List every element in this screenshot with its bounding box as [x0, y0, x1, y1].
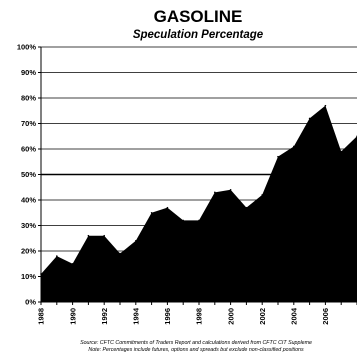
x-tick-label: 2006	[321, 308, 330, 325]
x-tick-label: 1998	[195, 308, 204, 325]
y-tick-label: 0%	[25, 298, 36, 307]
data-point-1997	[182, 219, 184, 222]
data-point-1995	[150, 211, 153, 214]
data-point-2003	[277, 155, 279, 158]
y-tick-label: 100%	[17, 43, 37, 52]
data-point-1993	[119, 252, 121, 255]
y-tick-label: 30%	[21, 221, 36, 230]
y-tick-labels: 0% 10% 20% 30% 40% 50% 60% 70% 80% 90% 100%	[17, 43, 37, 307]
y-tick-label: 60%	[21, 145, 36, 154]
y-tick-label: 40%	[21, 196, 36, 205]
y-tick-label: 20%	[21, 247, 36, 256]
data-point-1991	[87, 234, 90, 237]
data-point-2006	[324, 104, 327, 107]
axes	[38, 46, 357, 305]
x-tick-label: 2004	[290, 307, 299, 325]
positions-note: Note: Percentages include futures, optio…	[88, 347, 304, 353]
data-point-1994	[135, 240, 137, 242]
data-point-1992	[103, 234, 105, 237]
data-point-2001	[245, 206, 248, 209]
y-tick-label: 50%	[21, 170, 36, 179]
data-point-2000	[229, 189, 232, 191]
y-tick-label: 90%	[21, 68, 36, 77]
x-tick-label: 1992	[100, 308, 109, 325]
data-point-1990	[71, 262, 74, 265]
source-note: Source: CFTC Commitments of Traders Repo…	[80, 340, 312, 346]
data-point-2005	[308, 117, 311, 120]
x-tick-labels: 1988 1990 1992 1994 1996 1998 2000 2002 2004 2006	[37, 307, 330, 325]
area-series	[40, 104, 357, 303]
x-tick-label: 2000	[226, 308, 235, 325]
chart-title: GASOLINE	[154, 7, 243, 26]
x-tick-label: 1990	[68, 308, 77, 325]
data-point-2004	[293, 145, 295, 148]
y-tick-label: 80%	[21, 94, 36, 103]
data-point-1999	[214, 191, 216, 194]
data-point-1998	[198, 219, 200, 222]
x-tick-label: 2002	[258, 308, 267, 325]
data-point-1996	[166, 206, 169, 209]
data-point-1989	[56, 255, 58, 257]
y-tick-label: 70%	[21, 119, 36, 128]
area-fill	[41, 105, 357, 303]
chart-subtitle: Speculation Percentage	[133, 29, 264, 41]
y-tick-label: 10%	[21, 272, 36, 281]
x-tick-label: 1996	[163, 308, 172, 325]
x-tick-label: 1988	[37, 308, 46, 325]
x-tick-label: 1994	[132, 307, 141, 325]
data-point-2002	[261, 194, 264, 196]
data-point-2007	[340, 150, 343, 153]
